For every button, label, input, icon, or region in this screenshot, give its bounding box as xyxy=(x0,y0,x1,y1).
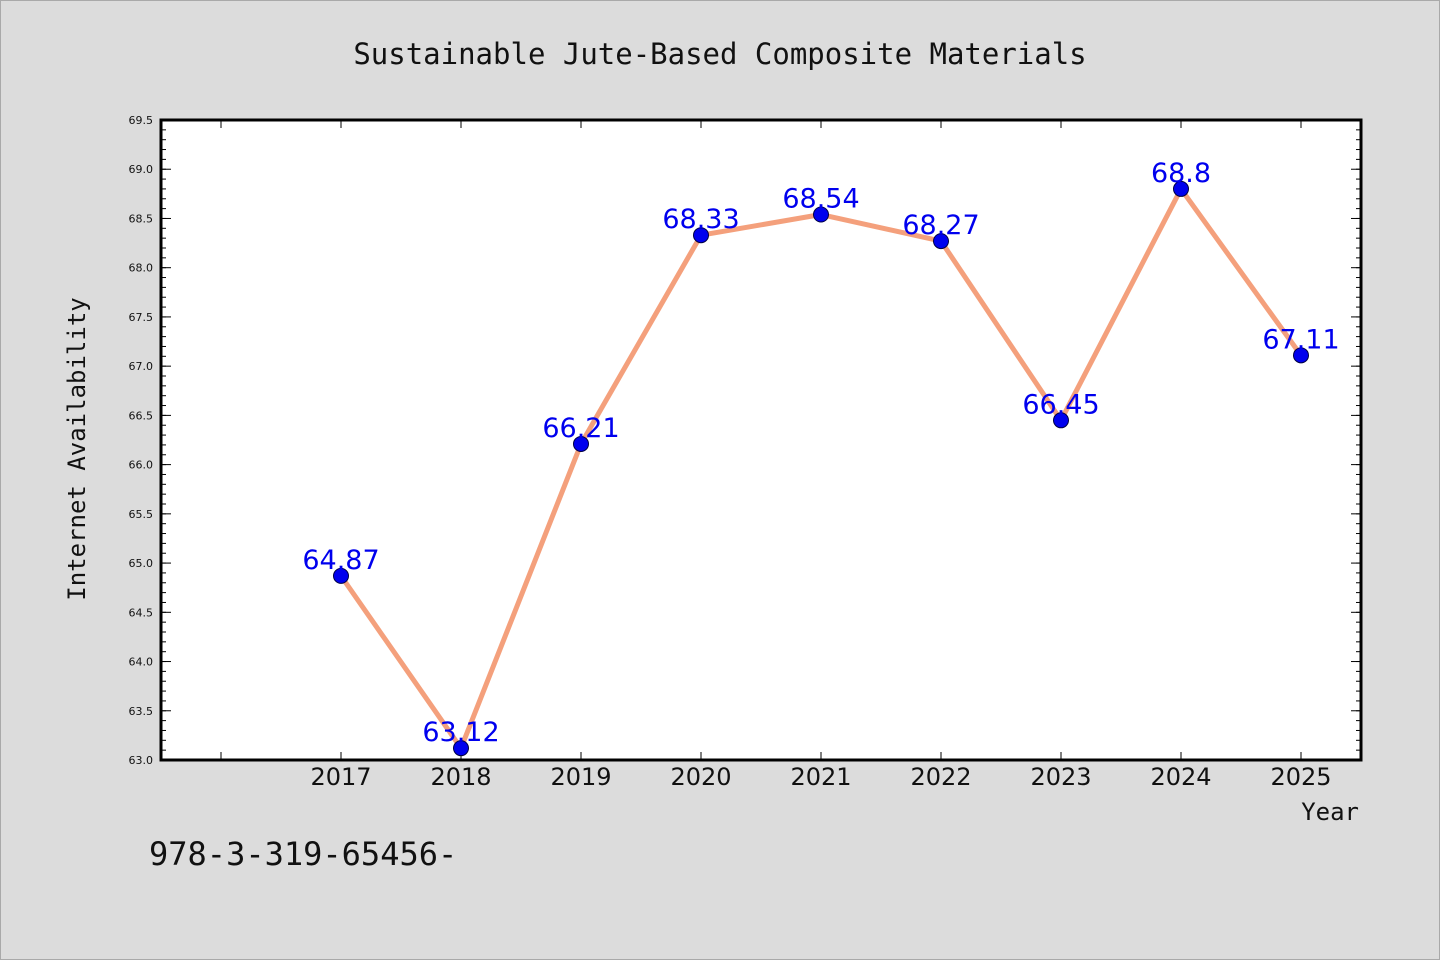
data-point-marker xyxy=(573,435,589,452)
data-point-marker xyxy=(453,740,469,757)
x-tick-label: 2021 xyxy=(790,763,851,791)
y-axis-label: Internet Availability xyxy=(63,297,91,600)
x-tick-labels: 2017 2018 2019 2020 2021 2022 2023 2024 2025 xyxy=(310,763,1331,791)
data-point-label: 63.12 xyxy=(422,717,499,748)
data-point-label: 66.21 xyxy=(542,413,619,444)
y-tick-label: 68.5 xyxy=(129,212,154,225)
x-tick-label: 2018 xyxy=(430,763,491,791)
y-tick-label: 67.5 xyxy=(129,311,154,324)
data-point-label: 67.11 xyxy=(1262,324,1339,355)
x-tick-label: 2017 xyxy=(310,763,371,791)
data-point-marker xyxy=(693,227,709,244)
data-point-label: 66.45 xyxy=(1022,389,1099,420)
x-tick-label: 2020 xyxy=(670,763,731,791)
y-tick-label: 64.5 xyxy=(129,606,154,619)
data-point-label: 68.33 xyxy=(662,204,739,235)
y-tick-label: 66.0 xyxy=(129,459,154,472)
y-tick-label: 65.5 xyxy=(129,508,154,521)
y-tick-label: 65.0 xyxy=(129,557,154,570)
y-tick-label: 66.5 xyxy=(129,409,154,422)
y-tick-label: 67.0 xyxy=(129,360,154,373)
plot-area xyxy=(161,120,1361,760)
x-tick-label: 2024 xyxy=(1150,763,1211,791)
data-point-marker xyxy=(1053,412,1069,429)
footer-isbn-text: 978-3-319-65456- xyxy=(149,835,457,873)
y-tick-label: 68.0 xyxy=(129,262,154,275)
x-tick-label: 2022 xyxy=(910,763,971,791)
y-tick-label: 69.0 xyxy=(129,163,154,176)
x-tick-label: 2019 xyxy=(550,763,611,791)
data-point-label: 68.54 xyxy=(782,184,859,215)
y-tick-label: 63.0 xyxy=(129,754,154,767)
data-points xyxy=(333,180,1309,757)
data-point-label: 68.27 xyxy=(902,210,979,241)
y-tick-label: 69.5 xyxy=(129,114,154,127)
x-axis-label: Year xyxy=(1301,798,1359,826)
data-point-marker xyxy=(1173,180,1189,197)
x-tick-label: 2023 xyxy=(1030,763,1091,791)
data-point-marker xyxy=(1293,347,1309,364)
data-labels: 64.87 63.12 66.21 68.33 68.54 68.27 66.45 68.8 6… xyxy=(302,158,1339,748)
x-tick-label: 2025 xyxy=(1270,763,1331,791)
data-point-marker xyxy=(333,567,349,584)
chart-title: Sustainable Jute-Based Composite Materia… xyxy=(353,37,1086,71)
y-tick-label: 63.5 xyxy=(129,705,154,718)
data-point-label: 64.87 xyxy=(302,545,379,576)
y-tick-labels: 63.0 63.5 64.0 64.5 65.0 65.5 66.0 66.5 67.0 67.5… xyxy=(129,114,154,767)
plot-frame xyxy=(159,118,1363,762)
data-point-marker xyxy=(933,233,949,250)
data-point-label: 68.8 xyxy=(1151,158,1211,189)
data-point-marker xyxy=(813,206,829,223)
y-tick-label: 64.0 xyxy=(129,656,154,669)
